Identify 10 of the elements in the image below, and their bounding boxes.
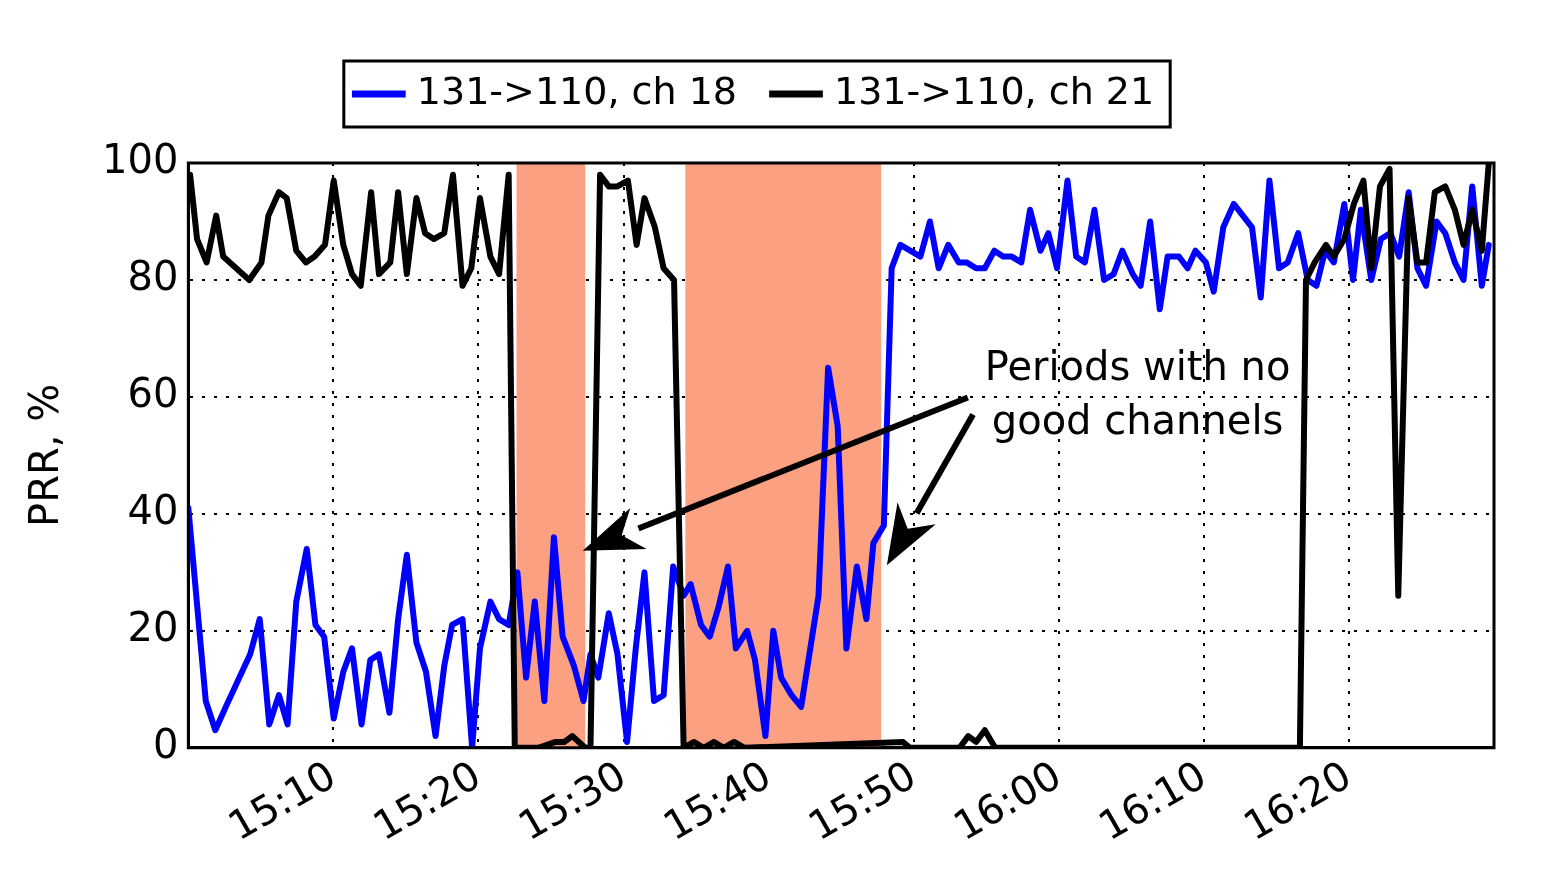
y-tick-label: 40 — [127, 487, 179, 534]
y-tick-label: 80 — [127, 253, 179, 300]
y-tick-label: 0 — [152, 721, 179, 768]
annotation: Periods with no good channels — [984, 342, 1291, 443]
y-tick-label: 100 — [101, 136, 179, 183]
y-tick-label: 20 — [127, 604, 179, 651]
legend-label: 131->110, ch 21 — [834, 68, 1155, 113]
y-tick-label: 60 — [127, 370, 179, 417]
y-axis-title: PRR, % — [21, 383, 68, 527]
legend-label: 131->110, ch 18 — [416, 68, 738, 113]
